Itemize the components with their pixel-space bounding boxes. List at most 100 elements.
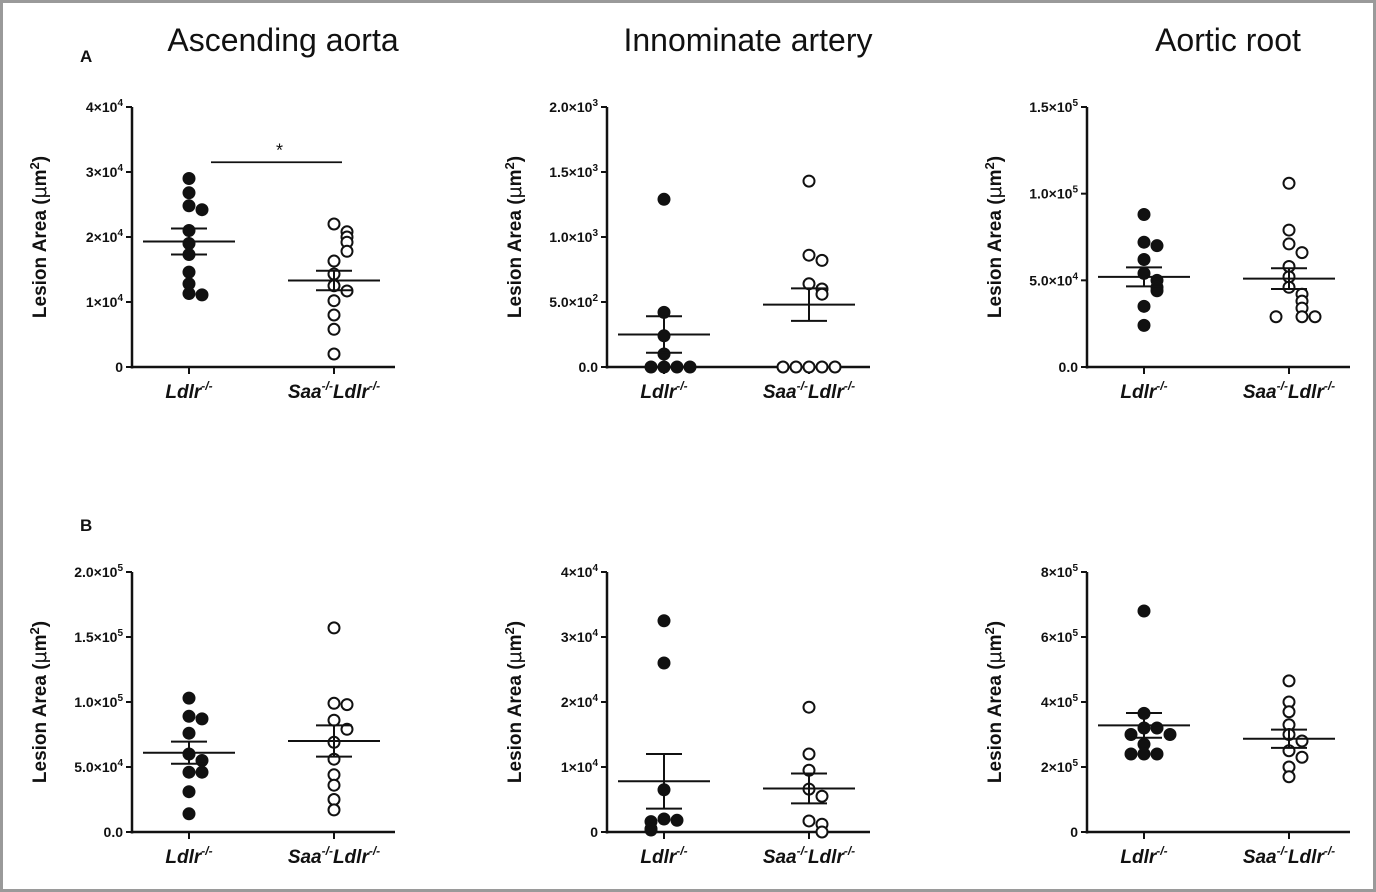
y-tick-label: 4×104	[86, 98, 124, 115]
data-point-filled	[1150, 284, 1164, 298]
column-title-ascending-aorta: Ascending aorta	[167, 22, 399, 58]
data-point-open	[327, 308, 341, 322]
y-tick-label: 5.0×104	[74, 758, 123, 775]
data-point-open	[802, 248, 816, 262]
x-category-label: Ldlr-/-	[165, 379, 212, 403]
data-point-filled	[1124, 747, 1138, 761]
data-point-filled	[1150, 721, 1164, 735]
x-category-label: Ldlr-/-	[640, 844, 687, 868]
data-point-filled	[1137, 747, 1151, 761]
data-point-open	[1282, 176, 1296, 190]
data-point-filled	[1137, 318, 1151, 332]
chart-a-innominate-artery: 0.0 5.0×102 1.0×103 1.5×103 2.0×103 Lesion Ar…	[502, 98, 870, 403]
y-tick-label: 2×104	[86, 228, 124, 245]
data-point-filled	[670, 360, 684, 374]
y-tick-label: 0	[590, 824, 598, 840]
data-point-filled	[182, 186, 196, 200]
data-point-open	[340, 244, 354, 258]
data-point-filled	[644, 823, 658, 837]
x-category-label: Saa-/-Ldlr-/-	[763, 379, 855, 403]
chart-b-aortic-root: 0 2×105 4×105 6×105 8×105 Lesion Area (μm2) Ld…	[982, 563, 1350, 868]
y-tick-label: 1×104	[561, 758, 599, 775]
y-tick-label: 1.5×105	[1029, 98, 1078, 115]
data-point-open	[327, 347, 341, 361]
data-point-filled	[182, 172, 196, 185]
y-axis-label: Lesion Area (μm2)	[27, 156, 51, 318]
data-point-filled	[182, 807, 196, 821]
data-point-filled	[182, 691, 196, 705]
x-category-label: Saa-/-Ldlr-/-	[288, 844, 380, 868]
y-tick-label: 1×104	[86, 293, 124, 310]
data-point-open	[327, 778, 341, 792]
data-point-open	[327, 217, 341, 231]
data-point-open	[327, 768, 341, 782]
data-point-open	[1282, 237, 1296, 251]
data-point-filled	[1150, 747, 1164, 761]
data-point-filled	[182, 765, 196, 779]
y-tick-label: 3×104	[561, 628, 599, 645]
data-point-filled	[182, 199, 196, 213]
data-point-open	[815, 825, 829, 839]
data-point-open	[327, 322, 341, 336]
y-tick-label: 1.0×105	[1029, 185, 1078, 202]
data-point-open	[1308, 310, 1322, 324]
data-point-filled	[670, 813, 684, 827]
data-point-filled	[1137, 253, 1151, 267]
data-point-open	[1295, 310, 1309, 324]
x-category-label: Saa-/-Ldlr-/-	[1243, 379, 1335, 403]
y-tick-label: 1.0×103	[549, 228, 598, 245]
chart-a-ascending-aorta: 0 1×104 2×104 3×104 4×104 Lesion Area (μm2) Ld…	[27, 98, 395, 403]
x-category-label: Saa-/-Ldlr-/-	[288, 379, 380, 403]
data-point-open	[789, 360, 803, 374]
data-point-open	[340, 698, 354, 712]
x-category-label: Saa-/-Ldlr-/-	[763, 844, 855, 868]
y-tick-label: 0.0	[1059, 359, 1079, 375]
data-point-filled	[195, 712, 209, 726]
data-point-open	[327, 254, 341, 268]
chart-b-innominate-artery: 0 1×104 2×104 3×104 4×104 Lesion Area (μm2) Ld…	[502, 563, 870, 868]
chart-a-aortic-root: 0.0 5.0×104 1.0×105 1.5×105 Lesion Area (μm2…	[982, 98, 1350, 403]
data-point-open	[1282, 223, 1296, 237]
data-point-open	[815, 287, 829, 301]
data-point-open	[815, 789, 829, 803]
data-point-open	[1295, 750, 1309, 764]
data-point-open	[828, 360, 842, 374]
data-point-filled	[1137, 299, 1151, 313]
data-point-open	[1282, 770, 1296, 784]
row-label-a: A	[80, 47, 93, 66]
y-tick-label: 2×105	[1041, 758, 1079, 775]
y-tick-label: 0.0	[579, 359, 599, 375]
data-point-filled	[657, 614, 671, 628]
column-title-innominate-artery: Innominate artery	[623, 22, 873, 58]
data-point-open	[327, 793, 341, 806]
significance-star: *	[276, 140, 283, 160]
y-axis-label: Lesion Area (μm2)	[27, 621, 51, 783]
data-point-filled	[657, 360, 671, 374]
y-tick-label: 4×104	[561, 563, 599, 580]
y-axis-label: Lesion Area (μm2)	[982, 621, 1006, 783]
data-point-filled	[1137, 604, 1151, 618]
data-point-open	[1295, 734, 1309, 748]
data-point-open	[1282, 705, 1296, 719]
y-tick-label: 4×105	[1041, 693, 1079, 710]
y-tick-label: 0	[115, 359, 123, 375]
data-point-open	[340, 722, 354, 736]
y-tick-label: 1.5×103	[549, 163, 598, 180]
x-category-label: Ldlr-/-	[1120, 844, 1167, 868]
data-point-filled	[182, 785, 196, 799]
x-category-label: Ldlr-/-	[1120, 379, 1167, 403]
y-tick-label: 1.0×105	[74, 693, 123, 710]
data-point-open	[802, 174, 816, 188]
y-axis-label: Lesion Area (μm2)	[982, 156, 1006, 318]
y-tick-label: 8×105	[1041, 563, 1079, 580]
data-point-open	[802, 747, 816, 761]
data-point-filled	[195, 288, 209, 302]
y-tick-label: 6×105	[1041, 628, 1079, 645]
data-point-filled	[1137, 235, 1151, 249]
data-point-open	[802, 700, 816, 714]
y-axis-label: Lesion Area (μm2)	[502, 621, 526, 783]
y-axis-label: Lesion Area (μm2)	[502, 156, 526, 318]
data-point-filled	[683, 360, 697, 374]
data-point-filled	[657, 812, 671, 826]
